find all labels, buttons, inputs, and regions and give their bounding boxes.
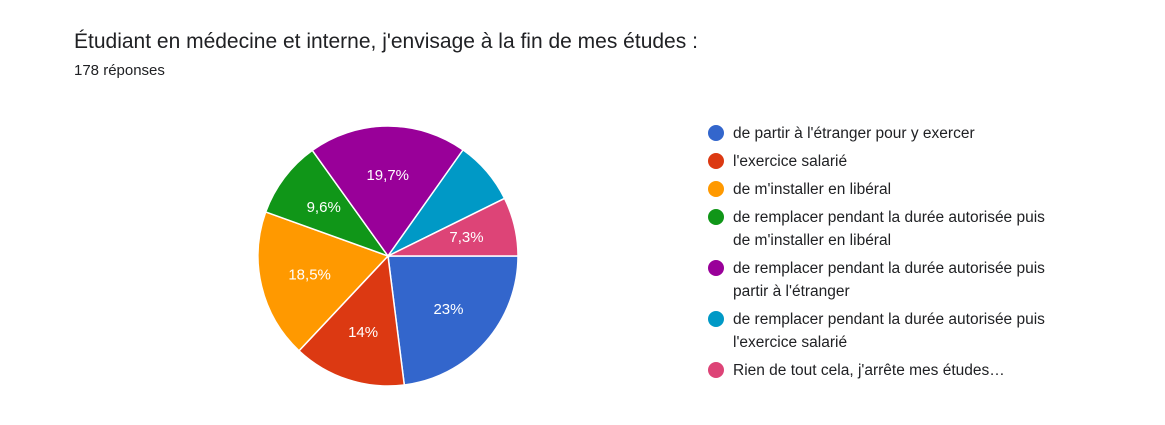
pie-slice[interactable]	[387, 255, 519, 386]
legend-swatch-icon	[708, 181, 724, 197]
legend-item[interactable]: de remplacer pendant la durée autorisée …	[708, 206, 1148, 252]
pie-slice[interactable]	[387, 197, 519, 257]
slice-label: 7,3%	[449, 229, 483, 246]
slice-label: 23%	[433, 301, 463, 318]
legend-swatch-icon	[708, 209, 724, 225]
legend-swatch-icon	[708, 125, 724, 141]
legend-swatch-icon	[708, 153, 724, 169]
slice-label: 9,6%	[307, 199, 341, 216]
chart-legend: de partir à l'étranger pour y exercer l'e…	[708, 122, 1148, 387]
legend-swatch-icon	[708, 362, 724, 378]
legend-label: l'exercice salarié	[733, 153, 848, 170]
legend-label: de remplacer pendant la durée autorisée …	[733, 260, 1045, 300]
legend-label: de partir à l'étranger pour y exercer	[733, 125, 975, 142]
legend-swatch-icon	[708, 311, 724, 327]
pie-slice[interactable]	[264, 149, 391, 258]
legend-label: de m'installer en libéral	[733, 181, 892, 198]
legend-item[interactable]: Rien de tout cela, j'arrête mes études…	[708, 359, 1148, 382]
pie-slice[interactable]	[311, 125, 465, 258]
slice-label: 14%	[348, 324, 378, 341]
legend-item[interactable]: l'exercice salarié	[708, 150, 1148, 173]
pie-slice[interactable]	[257, 211, 390, 352]
legend-swatch-icon	[708, 260, 724, 276]
legend-label: de remplacer pendant la durée autorisée …	[733, 311, 1045, 351]
slice-label: 18,5%	[288, 266, 331, 283]
chart-title: Étudiant en médecine et interne, j'envis…	[74, 30, 698, 53]
legend-item[interactable]: de partir à l'étranger pour y exercer	[708, 122, 1148, 145]
pie-slice[interactable]	[297, 254, 406, 387]
legend-label: Rien de tout cela, j'arrête mes études…	[733, 362, 1005, 379]
legend-label: de remplacer pendant la durée autorisée …	[733, 209, 1045, 249]
slice-label: 19,7%	[366, 167, 409, 184]
response-count: 178 réponses	[74, 62, 165, 79]
legend-item[interactable]: de remplacer pendant la durée autorisée …	[708, 257, 1148, 303]
legend-item[interactable]: de m'installer en libéral	[708, 178, 1148, 201]
legend-item[interactable]: de remplacer pendant la durée autorisée …	[708, 308, 1148, 354]
